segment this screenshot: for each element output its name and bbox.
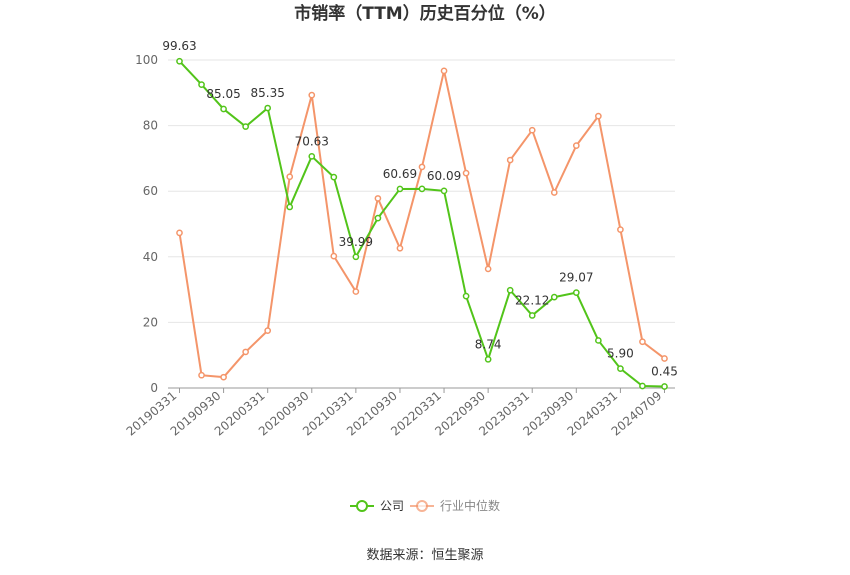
data-point bbox=[330, 173, 338, 181]
data-point bbox=[617, 226, 624, 233]
data-point bbox=[661, 355, 668, 362]
legend-label: 公司 bbox=[380, 499, 404, 513]
data-point bbox=[286, 203, 294, 211]
data-point bbox=[506, 156, 514, 164]
data-point bbox=[528, 312, 536, 319]
data-point bbox=[440, 187, 448, 195]
data-label: 85.35 bbox=[251, 86, 285, 100]
y-tick-label: 0 bbox=[150, 381, 158, 395]
data-point bbox=[308, 152, 316, 160]
data-point bbox=[572, 142, 580, 149]
legend-marker bbox=[356, 500, 368, 512]
data-point bbox=[639, 338, 646, 346]
data-point bbox=[198, 371, 205, 379]
data-point bbox=[176, 57, 183, 65]
data-point bbox=[308, 91, 316, 99]
data-point bbox=[242, 348, 249, 356]
data-label: 99.63 bbox=[162, 39, 196, 53]
series-line-公司 bbox=[178, 60, 665, 388]
data-label: 60.09 bbox=[427, 169, 461, 183]
data-point bbox=[264, 327, 272, 334]
y-tick-label: 80 bbox=[143, 119, 158, 133]
data-point bbox=[462, 292, 470, 300]
series-line-行业中位数 bbox=[178, 69, 666, 379]
legend-label: 行业中位数 bbox=[440, 498, 500, 513]
data-label: 39.99 bbox=[339, 235, 373, 249]
legend[interactable]: 公司 行业中位数 bbox=[350, 498, 500, 513]
data-point bbox=[572, 289, 580, 297]
data-label: 29.07 bbox=[559, 271, 593, 285]
data-label: 60.69 bbox=[383, 167, 417, 181]
data-point bbox=[595, 112, 602, 120]
data-label: 8.74 bbox=[475, 337, 502, 351]
data-point bbox=[595, 337, 602, 344]
data-point bbox=[440, 67, 448, 75]
data-point bbox=[330, 252, 338, 260]
data-point bbox=[639, 382, 646, 390]
data-point bbox=[462, 169, 470, 177]
y-axis: 0 20 40 60 80 100 bbox=[135, 53, 158, 395]
data-point bbox=[176, 229, 183, 237]
data-point bbox=[220, 373, 227, 381]
data-point bbox=[418, 163, 426, 171]
data-point bbox=[374, 214, 382, 222]
data-point bbox=[264, 104, 272, 112]
data-point bbox=[550, 189, 558, 196]
data-point bbox=[661, 383, 668, 390]
legend-item[interactable]: 行业中位数 bbox=[410, 498, 500, 513]
data-point bbox=[198, 81, 205, 88]
data-point bbox=[242, 123, 249, 130]
data-label: 85.05 bbox=[206, 87, 240, 101]
data-source: 数据来源：恒生聚源 bbox=[366, 548, 483, 563]
data-point bbox=[506, 286, 514, 294]
data-point bbox=[617, 365, 624, 372]
data-point bbox=[528, 126, 536, 134]
legend-item[interactable]: 公司 bbox=[350, 499, 404, 513]
data-point bbox=[418, 185, 426, 193]
data-point bbox=[484, 355, 492, 363]
data-point bbox=[220, 105, 227, 113]
data-point bbox=[396, 244, 404, 252]
data-point bbox=[484, 265, 492, 273]
data-point bbox=[396, 185, 404, 193]
chart-title: 市销率（TTM）历史百分位（%） bbox=[294, 3, 556, 24]
data-point bbox=[286, 173, 294, 181]
y-tick-label: 20 bbox=[143, 315, 158, 329]
y-tick-label: 40 bbox=[143, 250, 158, 264]
data-point bbox=[352, 288, 360, 295]
data-label: 70.63 bbox=[295, 134, 329, 148]
data-point bbox=[352, 253, 360, 261]
data-label: 5.90 bbox=[607, 347, 634, 361]
legend-marker bbox=[416, 500, 428, 512]
data-point bbox=[550, 293, 558, 301]
data-label: 22.12 bbox=[515, 293, 549, 307]
x-axis: 2019033120190930202003312020093020210331… bbox=[124, 387, 675, 439]
y-tick-label: 100 bbox=[135, 53, 158, 67]
y-tick-label: 60 bbox=[143, 184, 158, 198]
data-point bbox=[374, 195, 382, 202]
data-labels: 99.63 85.05 85.35 70.63 39.99 60.69 60.09 8.74 2… bbox=[162, 39, 678, 378]
data-label: 0.45 bbox=[651, 365, 678, 379]
series-layer bbox=[176, 57, 668, 390]
